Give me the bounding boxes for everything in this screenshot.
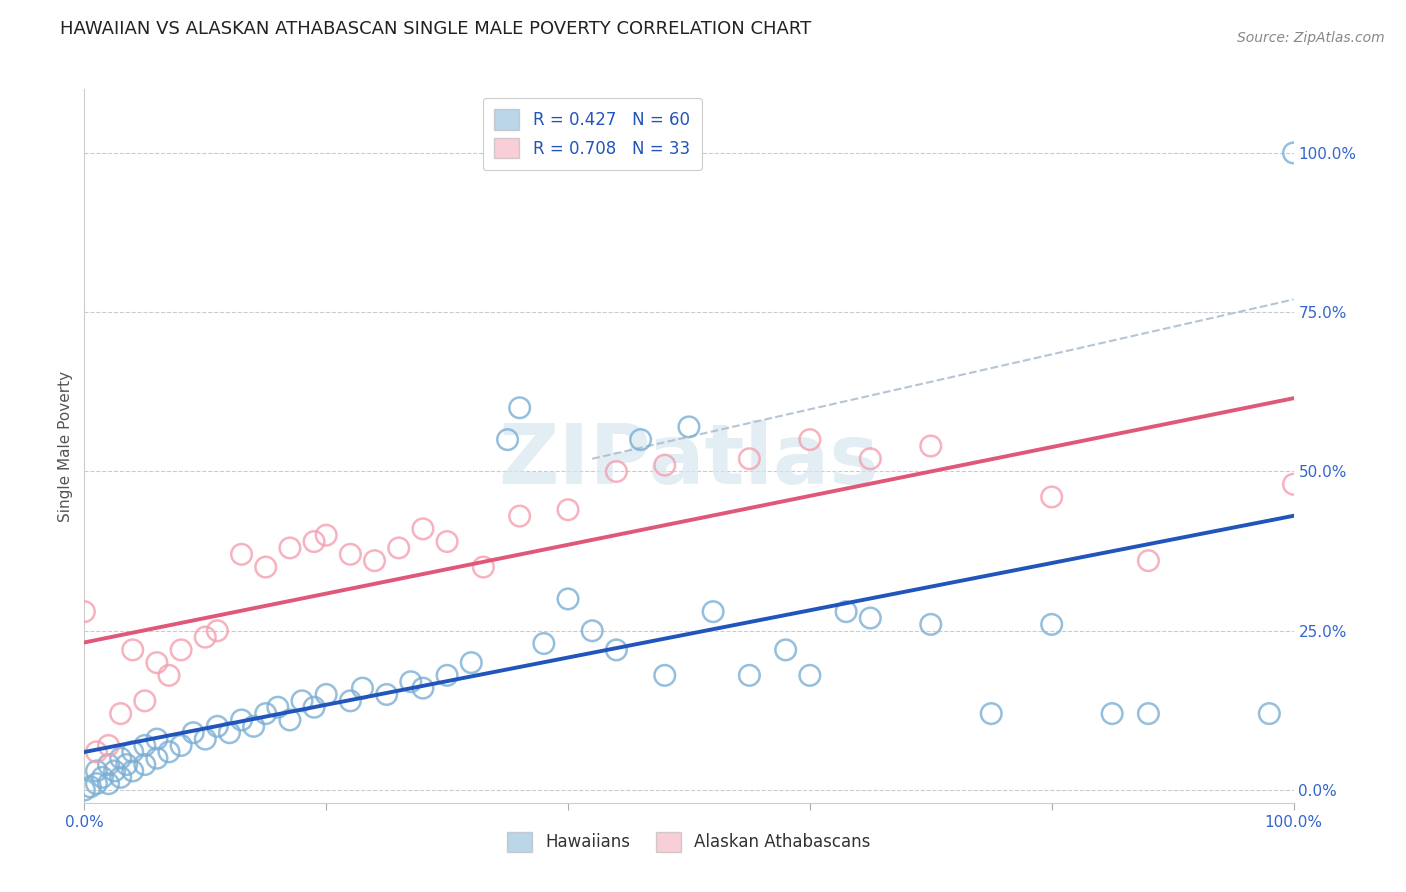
- Text: HAWAIIAN VS ALASKAN ATHABASCAN SINGLE MALE POVERTY CORRELATION CHART: HAWAIIAN VS ALASKAN ATHABASCAN SINGLE MA…: [60, 20, 811, 37]
- Point: [134, 757, 156, 772]
- Point: [1101, 706, 1123, 721]
- Point: [267, 700, 290, 714]
- Point: [496, 433, 519, 447]
- Point: [73, 605, 96, 619]
- Point: [509, 401, 531, 415]
- Point: [302, 700, 325, 714]
- Point: [859, 451, 882, 466]
- Point: [157, 745, 180, 759]
- Point: [278, 713, 301, 727]
- Point: [254, 706, 277, 721]
- Point: [242, 719, 264, 733]
- Point: [654, 668, 676, 682]
- Y-axis label: Single Male Poverty: Single Male Poverty: [58, 370, 73, 522]
- Point: [605, 643, 627, 657]
- Point: [460, 656, 482, 670]
- Point: [388, 541, 411, 555]
- Point: [207, 624, 229, 638]
- Point: [1282, 145, 1305, 160]
- Point: [581, 624, 603, 638]
- Point: [218, 725, 240, 739]
- Text: ZIPatlas: ZIPatlas: [499, 420, 879, 500]
- Point: [339, 694, 361, 708]
- Point: [775, 643, 797, 657]
- Point: [375, 688, 398, 702]
- Point: [678, 420, 700, 434]
- Point: [472, 560, 495, 574]
- Point: [835, 605, 858, 619]
- Point: [399, 674, 422, 689]
- Point: [231, 547, 253, 561]
- Point: [110, 706, 132, 721]
- Point: [110, 770, 132, 784]
- Point: [121, 764, 143, 778]
- Point: [799, 668, 821, 682]
- Point: [1282, 477, 1305, 491]
- Point: [352, 681, 374, 695]
- Point: [315, 528, 337, 542]
- Legend: Hawaiians, Alaskan Athabascans: Hawaiians, Alaskan Athabascans: [501, 825, 877, 859]
- Point: [509, 509, 531, 524]
- Point: [557, 591, 579, 606]
- Point: [104, 764, 127, 778]
- Point: [278, 541, 301, 555]
- Point: [436, 668, 458, 682]
- Point: [412, 522, 434, 536]
- Point: [1137, 706, 1160, 721]
- Point: [920, 617, 942, 632]
- Point: [533, 636, 555, 650]
- Point: [1137, 554, 1160, 568]
- Point: [1040, 617, 1063, 632]
- Point: [630, 433, 652, 447]
- Point: [146, 751, 169, 765]
- Point: [79, 780, 101, 794]
- Point: [302, 534, 325, 549]
- Point: [315, 688, 337, 702]
- Point: [738, 451, 761, 466]
- Point: [86, 745, 108, 759]
- Point: [231, 713, 253, 727]
- Point: [254, 560, 277, 574]
- Point: [115, 757, 138, 772]
- Point: [436, 534, 458, 549]
- Point: [134, 694, 156, 708]
- Point: [86, 777, 108, 791]
- Point: [412, 681, 434, 695]
- Point: [170, 643, 193, 657]
- Point: [194, 630, 217, 644]
- Point: [207, 719, 229, 733]
- Point: [73, 783, 96, 797]
- Point: [920, 439, 942, 453]
- Point: [91, 770, 114, 784]
- Point: [146, 656, 169, 670]
- Point: [181, 725, 204, 739]
- Point: [1258, 706, 1281, 721]
- Point: [799, 433, 821, 447]
- Point: [86, 764, 108, 778]
- Point: [97, 757, 120, 772]
- Point: [339, 547, 361, 561]
- Point: [121, 643, 143, 657]
- Point: [859, 611, 882, 625]
- Point: [738, 668, 761, 682]
- Text: Source: ZipAtlas.com: Source: ZipAtlas.com: [1237, 31, 1385, 45]
- Point: [110, 751, 132, 765]
- Point: [157, 668, 180, 682]
- Point: [557, 502, 579, 516]
- Point: [702, 605, 724, 619]
- Point: [134, 739, 156, 753]
- Point: [194, 732, 217, 747]
- Point: [146, 732, 169, 747]
- Point: [121, 745, 143, 759]
- Point: [97, 777, 120, 791]
- Point: [97, 739, 120, 753]
- Point: [654, 458, 676, 472]
- Point: [605, 465, 627, 479]
- Point: [980, 706, 1002, 721]
- Point: [363, 554, 385, 568]
- Point: [170, 739, 193, 753]
- Point: [1040, 490, 1063, 504]
- Point: [291, 694, 314, 708]
